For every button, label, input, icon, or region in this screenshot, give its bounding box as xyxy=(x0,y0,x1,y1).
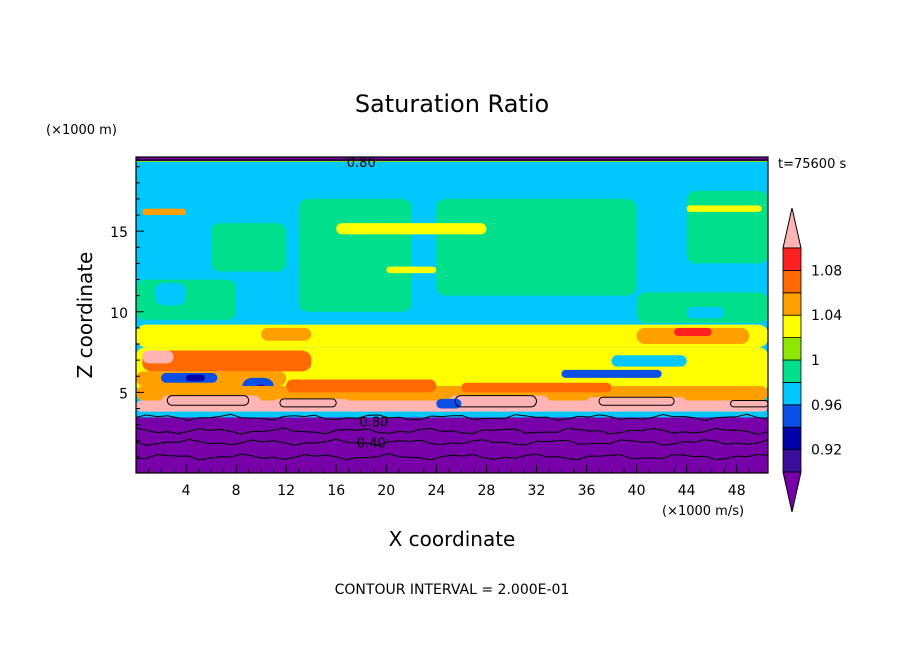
field-region xyxy=(211,223,287,272)
x-tick-label: 20 xyxy=(377,483,395,499)
x-tick-label: 4 xyxy=(182,483,191,499)
contour-line xyxy=(454,395,537,408)
x-unit-label: (×1000 m/s) xyxy=(662,504,744,519)
plot-frame xyxy=(135,156,769,474)
contour-label: 0.80 xyxy=(359,415,388,430)
field-region xyxy=(586,397,687,409)
field-region xyxy=(686,306,725,319)
field-region xyxy=(561,369,662,378)
x-tick-label: 36 xyxy=(578,483,596,499)
colorbar-swatch xyxy=(782,426,802,451)
colorbar-swatch xyxy=(782,381,802,406)
y-axis-ticks: 5 10 15 xyxy=(110,166,144,458)
field-region xyxy=(674,327,712,336)
field-region xyxy=(686,205,762,212)
colorbar-label: 0.96 xyxy=(811,398,842,414)
y-tick-label: 5 xyxy=(119,386,128,402)
contour-lines xyxy=(136,159,768,461)
field-layer xyxy=(136,157,768,161)
time-label: t=75600 s xyxy=(778,157,846,172)
x-tick-label: 28 xyxy=(478,483,496,499)
contour-line xyxy=(279,398,337,408)
field-region xyxy=(336,223,487,235)
field-region xyxy=(273,398,349,409)
x-tick-label: 48 xyxy=(728,483,746,499)
field-region xyxy=(211,353,262,370)
contour-label: 0.80 xyxy=(347,156,376,171)
colorbar-swatch xyxy=(782,449,802,473)
field-region xyxy=(298,198,412,312)
colorbar-swatch xyxy=(782,359,802,383)
contour-interval-note: CONTOUR INTERVAL = 2.000E-01 xyxy=(335,582,570,598)
x-tick-label: 40 xyxy=(628,483,646,499)
colorbar: 0.92 0.96 1 1.04 1.08 xyxy=(782,207,842,513)
colorbar-swatch xyxy=(782,337,802,361)
field-region xyxy=(686,190,768,264)
y-tick-label: 10 xyxy=(110,306,128,322)
contour-line xyxy=(136,427,768,435)
field-region xyxy=(611,355,687,367)
field-region xyxy=(261,327,312,341)
x-tick-label: 8 xyxy=(232,483,241,499)
y-tick-label: 15 xyxy=(110,225,128,241)
colorbar-over-arrow xyxy=(782,207,802,249)
field-region xyxy=(186,374,205,382)
y-unit-label: (×1000 m) xyxy=(46,123,117,138)
contour-line xyxy=(166,395,250,406)
field-region xyxy=(154,282,187,306)
x-tick-label: 16 xyxy=(327,483,345,499)
colorbar-label: 1.04 xyxy=(811,308,842,324)
contour-label: 0.40 xyxy=(357,436,386,451)
x-axis-title: X coordinate xyxy=(389,527,516,551)
field-region xyxy=(461,382,612,393)
field-region xyxy=(161,395,262,409)
colorbar-swatch xyxy=(782,404,802,428)
colorbar-under-arrow xyxy=(782,471,802,513)
contour-line xyxy=(136,438,768,446)
contour-line xyxy=(598,396,675,406)
colorbar-label: 0.92 xyxy=(811,443,842,459)
plot-area xyxy=(136,157,768,473)
colorbar-swatch xyxy=(782,314,802,339)
colorbar-swatch xyxy=(782,269,802,294)
contour-line xyxy=(136,413,768,422)
field-region xyxy=(286,379,437,393)
colorbar-label: 1.08 xyxy=(811,263,842,279)
field-region xyxy=(136,279,237,320)
field-region xyxy=(436,198,637,296)
contour-line xyxy=(729,399,768,408)
field-region xyxy=(448,395,549,409)
x-tick-label: 32 xyxy=(528,483,546,499)
x-tick-label: 44 xyxy=(678,483,696,499)
colorbar-swatch xyxy=(782,247,802,271)
chart-title: Saturation Ratio xyxy=(355,90,549,118)
x-axis-ticks: 4 8 12 16 20 24 28 32 36 40 44 48 xyxy=(148,465,763,499)
field-region xyxy=(142,350,174,364)
field-region xyxy=(386,266,437,274)
y-axis-title: Z coordinate xyxy=(73,252,97,379)
colorbar-label: 1 xyxy=(811,353,820,369)
field-regions xyxy=(136,190,768,418)
x-tick-label: 12 xyxy=(277,483,295,499)
contour-line xyxy=(136,453,768,461)
colorbar-swatch xyxy=(782,292,802,316)
field-region xyxy=(142,208,187,216)
x-tick-label: 24 xyxy=(427,483,445,499)
field-region xyxy=(436,398,462,409)
contour-labels: 0.80 0.80 0.40 xyxy=(347,156,388,452)
